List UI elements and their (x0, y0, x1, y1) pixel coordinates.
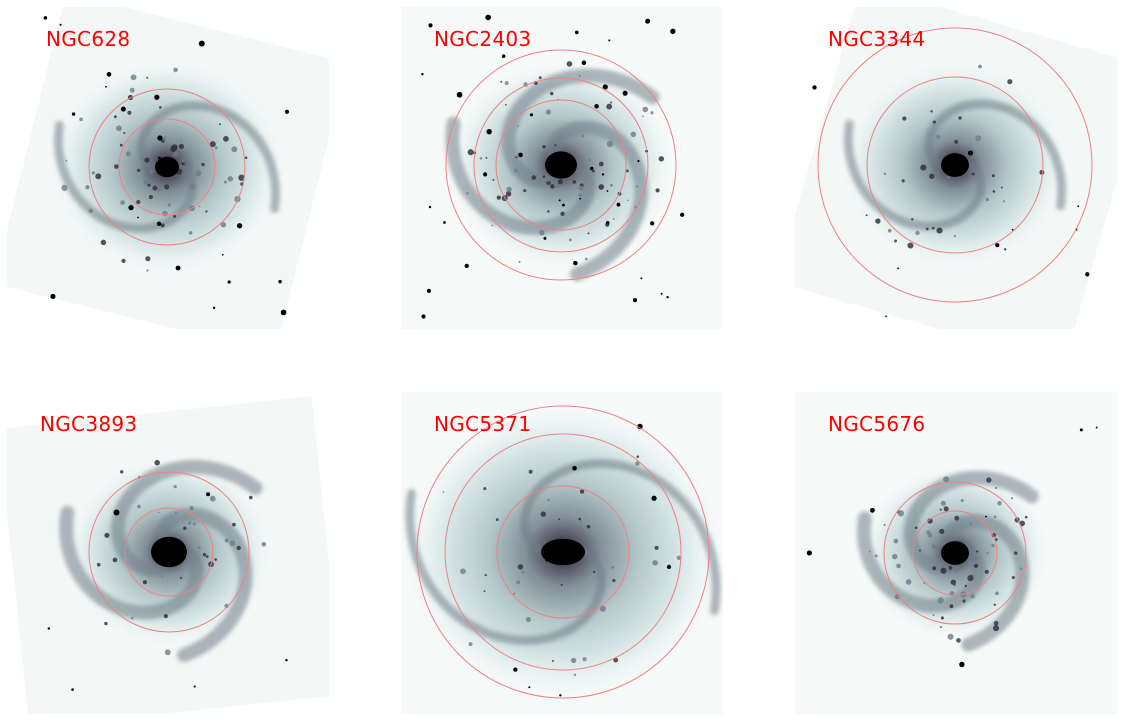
annulus-ring (88, 471, 250, 633)
galaxy-label: NGC628 (46, 27, 131, 51)
foreground-stars (43, 16, 290, 316)
galaxy-image (795, 7, 1117, 329)
foreground-stars (421, 14, 685, 319)
star-forming-knots (442, 455, 682, 677)
annulus-ring (416, 405, 710, 699)
annulus-ring (866, 76, 1044, 254)
galaxy-label: NGC5676 (828, 412, 926, 436)
annulus-rings (88, 88, 246, 246)
foreground-stars (513, 423, 672, 697)
galaxy-label: NGC5371 (434, 412, 532, 436)
annulus-ring (817, 27, 1093, 303)
spiral-arms (405, 458, 721, 646)
galaxy-panel-ngc2403: NGC2403 (401, 7, 723, 329)
galaxy-panel-ngc3344: NGC3344 (795, 7, 1117, 329)
galaxy-panel-ngc628: NGC628 (7, 7, 329, 329)
galaxy-image (401, 7, 723, 329)
annulus-rings (416, 405, 710, 699)
galaxy-image (7, 396, 329, 714)
foreground-stars (47, 492, 288, 691)
annulus-ring (88, 88, 246, 246)
galaxy-image (795, 392, 1117, 714)
annulus-rings (88, 471, 250, 633)
galaxy-panel-ngc3893: NGC3893 (7, 392, 329, 714)
annulus-rings (883, 481, 1027, 625)
galaxy-panel-ngc5371: NGC5371 (401, 392, 723, 714)
galaxy-image (7, 7, 329, 329)
spiral-arms (445, 68, 660, 282)
galaxy-core (155, 156, 179, 178)
foreground-stars (806, 426, 1098, 668)
spiral-arms (856, 470, 1039, 652)
annulus-rings (445, 49, 677, 281)
galaxy-core (941, 153, 969, 177)
galaxy-panel-ngc5676: NGC5676 (795, 392, 1117, 714)
galaxy-image (401, 392, 723, 714)
spiral-arms (59, 459, 263, 663)
galaxy-core (545, 151, 577, 179)
galaxy-label: NGC3344 (828, 27, 926, 51)
galaxy-core (941, 541, 969, 565)
galaxy-label: NGC3893 (40, 412, 138, 436)
galaxy-label: NGC2403 (434, 27, 532, 51)
annulus-ring (118, 118, 216, 216)
spiral-arms (53, 101, 281, 233)
spiral-arms (843, 99, 1067, 231)
annulus-ring (124, 507, 214, 597)
star-forming-knots (868, 476, 1028, 643)
annulus-ring (473, 77, 649, 253)
star-forming-knots (865, 64, 1045, 251)
annulus-ring (496, 485, 630, 619)
star-forming-knots (96, 459, 267, 656)
annulus-ring (444, 433, 682, 671)
annulus-ring (912, 510, 998, 596)
annulus-ring (495, 99, 627, 231)
galaxy-core (541, 538, 585, 566)
annulus-ring (445, 49, 677, 281)
annulus-ring (883, 481, 1027, 625)
annulus-rings (817, 27, 1093, 303)
galaxy-core (151, 536, 187, 568)
star-forming-knots (466, 61, 665, 264)
